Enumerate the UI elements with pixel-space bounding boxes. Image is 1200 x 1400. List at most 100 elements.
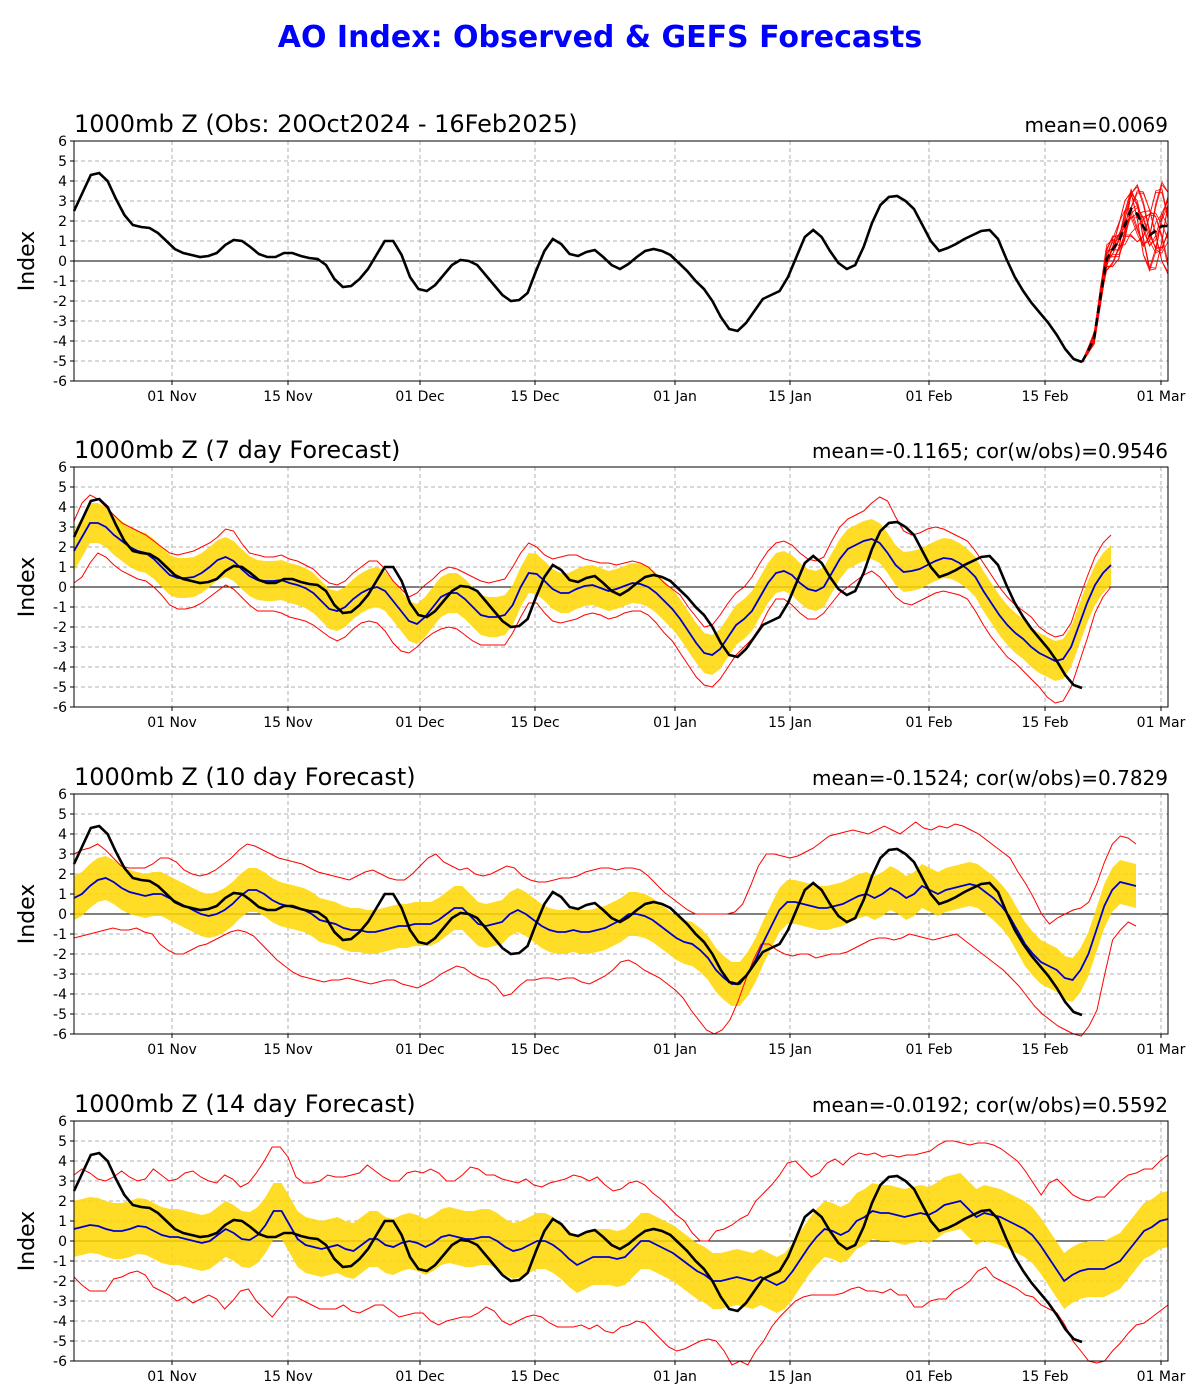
x-tick-label: 01 Jan [653, 715, 697, 731]
panel-title: 1000mb Z (10 day Forecast) [74, 763, 416, 791]
x-tick-label: 01 Dec [395, 715, 444, 731]
ensemble-min-line [73, 921, 1137, 1037]
y-tick-label: -1 [53, 274, 67, 290]
x-tick-label: 01 Nov [147, 715, 197, 731]
y-tick-label: 2 [58, 214, 67, 230]
x-tick-label: 01 Nov [147, 1042, 197, 1058]
y-tick-label: 6 [58, 787, 67, 803]
y-tick-label: -1 [53, 927, 67, 943]
y-tick-label: 4 [58, 174, 67, 190]
panel-stat: mean=-0.1524; cor(w/obs)=0.7829 [812, 766, 1168, 790]
y-tick-label: -6 [53, 374, 67, 390]
y-tick-label: 5 [58, 807, 67, 823]
y-tick-label: 0 [58, 580, 67, 596]
y-tick-label: -5 [53, 1007, 67, 1023]
y-tick-label: 2 [58, 867, 67, 883]
y-tick-label: 6 [58, 1114, 67, 1130]
y-tick-label: -1 [53, 600, 67, 616]
ensemble-max-line [73, 821, 1137, 925]
y-tick-label: -4 [53, 1314, 67, 1330]
y-tick-label: 4 [58, 500, 67, 516]
ensemble-max-line [73, 1140, 1169, 1242]
x-tick-label: 15 Dec [510, 389, 559, 405]
y-tick-label: -3 [53, 314, 67, 330]
x-tick-label: 15 Nov [263, 715, 313, 731]
y-tick-label: -6 [53, 700, 67, 716]
ensemble-max-line [73, 494, 1112, 638]
panel-title: 1000mb Z (14 day Forecast) [74, 1090, 416, 1118]
y-tick-label: 3 [58, 847, 67, 863]
x-tick-label: 01 Nov [147, 1369, 197, 1385]
observed-line [72, 497, 1083, 690]
main-title: AO Index: Observed & GEFS Forecasts [277, 20, 923, 55]
x-tick-label: 01 Feb [905, 1042, 952, 1058]
panel-stat: mean=0.0069 [1025, 113, 1168, 137]
ensemble-mean-line [73, 877, 1137, 985]
x-tick-label: 01 Dec [395, 389, 444, 405]
y-tick-label: 3 [58, 194, 67, 210]
y-tick-label: 3 [58, 1174, 67, 1190]
panel-3: 6 5 4 3 2 1 0 -1 -2 -3 -4 -5 -6 01 Nov 15 Nov 01 Dec 15 … [15, 1090, 1186, 1385]
x-tick-label: 15 Jan [768, 715, 812, 731]
x-tick-label: 01 Jan [653, 1369, 697, 1385]
y-tick-label: -6 [53, 1354, 67, 1370]
y-tick-label: 5 [58, 1134, 67, 1150]
y-tick-label: -2 [53, 947, 67, 963]
x-tick-label: 15 Dec [510, 1369, 559, 1385]
x-tick-label: 01 Dec [395, 1042, 444, 1058]
x-tick-label: 15 Jan [768, 1042, 812, 1058]
observed-line [72, 1151, 1083, 1344]
x-tick-label: 15 Nov [263, 1042, 313, 1058]
y-tick-label: -4 [53, 334, 67, 350]
observed-line [72, 824, 1083, 1017]
x-tick-label: 01 Dec [395, 1369, 444, 1385]
spread-band [74, 1173, 1168, 1313]
x-tick-label: 15 Nov [263, 389, 313, 405]
y-tick-label: 0 [58, 1234, 67, 1250]
y-tick-label: -2 [53, 1274, 67, 1290]
x-tick-label: 15 Feb [1021, 1042, 1068, 1058]
panel-stat: mean=-0.1165; cor(w/obs)=0.9546 [812, 439, 1168, 463]
y-tick-label: -3 [53, 967, 67, 983]
x-tick-label: 01 Feb [905, 715, 952, 731]
y-axis-label: Index [15, 884, 40, 945]
y-tick-label: -3 [53, 640, 67, 656]
panel-0: 6 5 4 3 2 1 0 -1 -2 -3 -4 -5 -6 01 Nov 15 Nov 01 Dec 15 … [15, 110, 1186, 405]
panel-title: 1000mb Z (7 day Forecast) [74, 436, 400, 464]
panel-title: 1000mb Z (Obs: 20Oct2024 - 16Feb2025) [74, 110, 578, 138]
y-tick-label: 1 [58, 887, 67, 903]
y-tick-label: 1 [58, 560, 67, 576]
y-tick-label: 1 [58, 234, 67, 250]
x-tick-label: 15 Jan [768, 1369, 812, 1385]
x-tick-label: 01 Jan [653, 389, 697, 405]
ensemble-min-line [73, 552, 1112, 704]
x-tick-label: 01 Nov [147, 389, 197, 405]
x-tick-label: 15 Dec [510, 1042, 559, 1058]
ensemble-mean-line [73, 1200, 1169, 1287]
x-tick-label: 15 Nov [263, 1369, 313, 1385]
x-tick-label: 01 Feb [905, 1369, 952, 1385]
y-tick-label: 1 [58, 1214, 67, 1230]
x-tick-label: 01 Mar [1137, 1042, 1186, 1058]
y-tick-label: -5 [53, 1334, 67, 1350]
x-tick-label: 15 Feb [1021, 715, 1068, 731]
y-tick-label: -1 [53, 1254, 67, 1270]
y-axis-label: Index [15, 557, 40, 618]
panel-1: 6 5 4 3 2 1 0 -1 -2 -3 -4 -5 -6 01 Nov 15 Nov 01 Dec 15 … [15, 436, 1186, 731]
y-tick-label: -2 [53, 620, 67, 636]
x-tick-label: 01 Mar [1137, 715, 1186, 731]
y-tick-label: 6 [58, 134, 67, 150]
observed-line [72, 171, 1083, 364]
forecast-mean-line [1080, 206, 1168, 363]
y-tick-label: -6 [53, 1027, 67, 1043]
y-tick-label: 3 [58, 520, 67, 536]
x-tick-label: 01 Mar [1137, 1369, 1186, 1385]
y-tick-label: -5 [53, 680, 67, 696]
y-axis-label: Index [15, 231, 40, 292]
y-tick-label: 0 [58, 254, 67, 270]
ensemble-member-line [1081, 206, 1169, 363]
y-tick-label: 0 [58, 907, 67, 923]
panel-stat: mean=-0.0192; cor(w/obs)=0.5592 [812, 1093, 1168, 1117]
y-tick-label: -2 [53, 294, 67, 310]
